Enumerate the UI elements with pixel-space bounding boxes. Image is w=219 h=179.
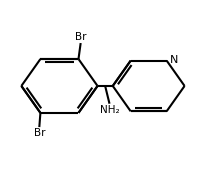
Text: Br: Br bbox=[75, 32, 87, 42]
Text: NH₂: NH₂ bbox=[100, 105, 119, 115]
Text: N: N bbox=[170, 55, 178, 65]
Text: Br: Br bbox=[34, 128, 45, 138]
